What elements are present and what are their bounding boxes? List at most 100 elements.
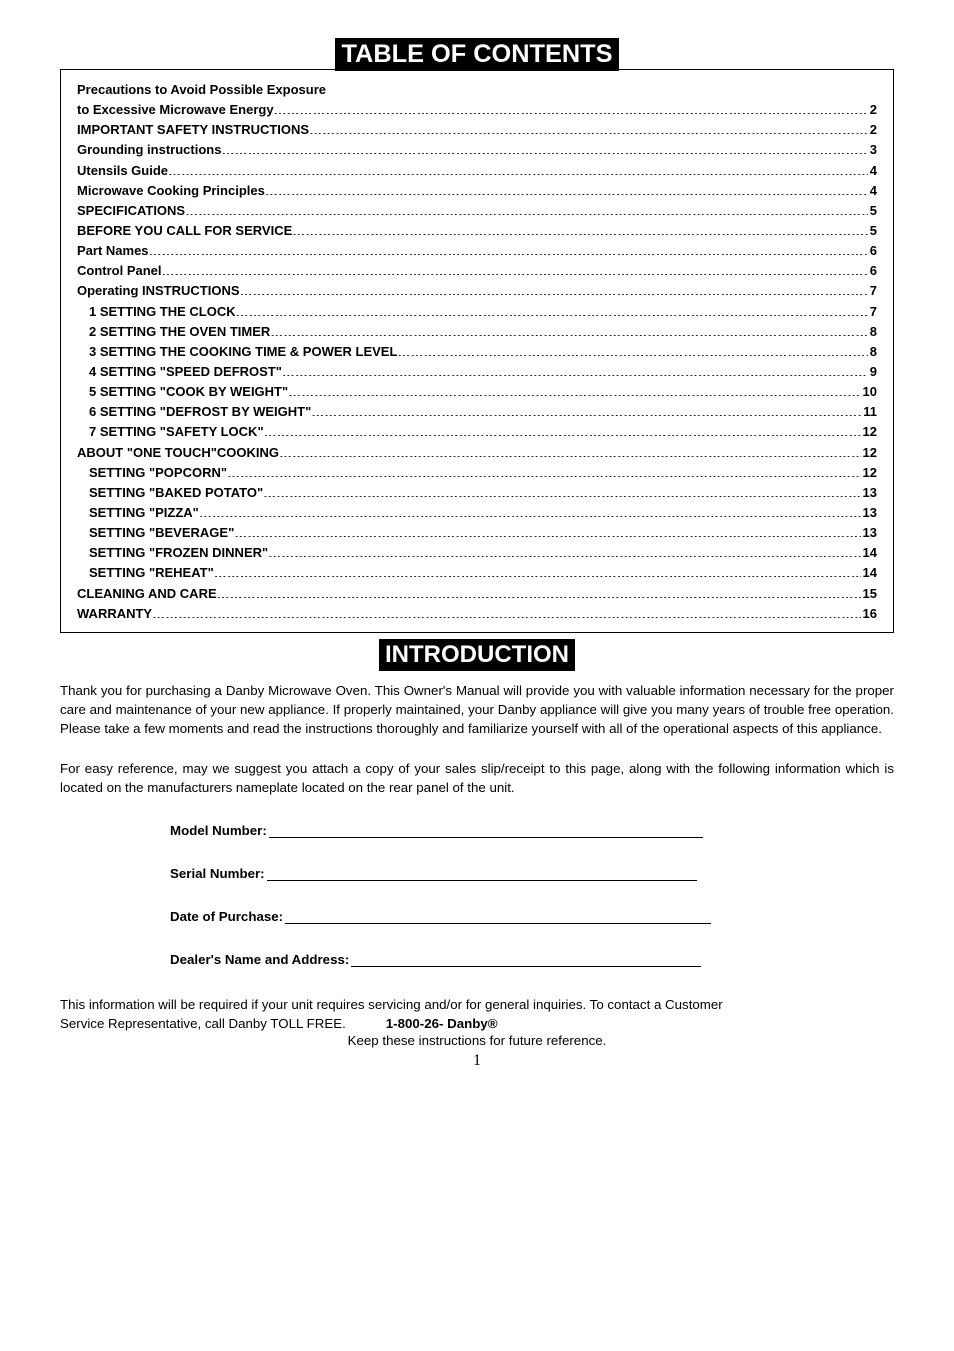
toc-entry-label: CLEANING AND CARE bbox=[77, 584, 217, 604]
toc-entry-page: 13 bbox=[861, 483, 877, 503]
paragraph-gap bbox=[60, 739, 894, 749]
toc-entry: 4 SETTING "SPEED DEFROST" 9 bbox=[77, 362, 877, 382]
toc-leader-dots bbox=[185, 202, 868, 215]
toc-leader-dots bbox=[274, 101, 868, 114]
toc-leader-dots bbox=[240, 282, 868, 295]
field-underline bbox=[269, 824, 703, 838]
toc-leader-dots bbox=[263, 484, 860, 497]
toc-entry-label: SETTING "PIZZA" bbox=[89, 503, 199, 523]
toc-entry: SETTING "PIZZA" 13 bbox=[77, 503, 877, 523]
field-label: Serial Number: bbox=[170, 866, 265, 881]
toc-leader-dots bbox=[217, 585, 861, 598]
toc-entry-page: 5 bbox=[868, 201, 877, 221]
toc-leader-dots bbox=[288, 383, 860, 396]
toc-entry-label: WARRANTY bbox=[77, 604, 152, 624]
toc-entry-page: 13 bbox=[861, 523, 877, 543]
field-underline bbox=[267, 867, 697, 881]
toll-free-number: 1-800-26- Danby® bbox=[386, 1016, 498, 1031]
toc-entry-label: SETTING "REHEAT" bbox=[89, 563, 214, 583]
toc-entry: SETTING "POPCORN" 12 bbox=[77, 463, 877, 483]
toc-entry-page: 5 bbox=[868, 221, 877, 241]
toc-entry: ABOUT "ONE TOUCH"COOKING 12 bbox=[77, 443, 877, 463]
toc-entry: WARRANTY16 bbox=[77, 604, 877, 624]
toc-entry-label: Operating INSTRUCTIONS bbox=[77, 281, 240, 301]
toc-entry-page: 3 bbox=[868, 140, 877, 160]
toc-entry-label: 6 SETTING "DEFROST BY WEIGHT" bbox=[89, 402, 311, 422]
toc-leader-dots bbox=[264, 423, 861, 436]
toc-entry: Utensils Guide 4 bbox=[77, 161, 877, 181]
closing-line-1: This information will be required if you… bbox=[60, 995, 894, 1016]
toc-entry-label: SETTING "POPCORN" bbox=[89, 463, 227, 483]
toc-entry: 5 SETTING "COOK BY WEIGHT" 10 bbox=[77, 382, 877, 402]
toc-leader-dots bbox=[234, 524, 860, 537]
toc-entry-label: 3 SETTING THE COOKING TIME & POWER LEVEL bbox=[89, 342, 397, 362]
toc-entry-page: 12 bbox=[861, 443, 877, 463]
field-row: Date of Purchase: bbox=[170, 909, 894, 924]
toc-entry: CLEANING AND CARE 15 bbox=[77, 584, 877, 604]
toc-leader-dots bbox=[152, 605, 860, 618]
toc-entry: SPECIFICATIONS 5 bbox=[77, 201, 877, 221]
toc-leader-dots bbox=[265, 182, 868, 195]
toc-entry-label: Control Panel bbox=[77, 261, 162, 281]
toc-entry-page: 12 bbox=[861, 422, 877, 442]
toc-entry-page: 12 bbox=[861, 463, 877, 483]
toc-entry-label: SETTING "BEVERAGE" bbox=[89, 523, 234, 543]
toc-entry-label: ABOUT "ONE TOUCH"COOKING bbox=[77, 443, 279, 463]
toc-entry: SETTING "BEVERAGE" 13 bbox=[77, 523, 877, 543]
toc-entry: 2 SETTING THE OVEN TIMER 8 bbox=[77, 322, 877, 342]
toc-entry: Operating INSTRUCTIONS 7 bbox=[77, 281, 877, 301]
closing-line-2: Service Representative, call Danby TOLL … bbox=[60, 1016, 894, 1031]
toc-leader-dots bbox=[279, 444, 860, 457]
toc-leader-dots bbox=[270, 323, 867, 336]
toc-entry: SETTING "BAKED POTATO" 13 bbox=[77, 483, 877, 503]
toc-entry-label: 7 SETTING "SAFETY LOCK" bbox=[89, 422, 264, 442]
toc-entry-page: 14 bbox=[861, 543, 877, 563]
toc-entry: SETTING "REHEAT" 14 bbox=[77, 563, 877, 583]
toc-leader-dots bbox=[214, 564, 861, 577]
toc-entry-label: SETTING "FROZEN DINNER" bbox=[89, 543, 268, 563]
fields-block: Model Number: Serial Number: Date of Purc… bbox=[170, 823, 894, 967]
toc-entry: BEFORE YOU CALL FOR SERVICE5 bbox=[77, 221, 877, 241]
toc-banner: TABLE OF CONTENTS bbox=[335, 38, 618, 71]
toc-box: Precautions to Avoid Possible Exposureto… bbox=[60, 69, 894, 633]
toc-entry: 7 SETTING "SAFETY LOCK" 12 bbox=[77, 422, 877, 442]
toc-entry-page: 4 bbox=[868, 161, 877, 181]
field-row: Dealer's Name and Address: bbox=[170, 952, 894, 967]
toc-entry: 3 SETTING THE COOKING TIME & POWER LEVEL… bbox=[77, 342, 877, 362]
toc-entry: Microwave Cooking Principles 4 bbox=[77, 181, 877, 201]
field-row: Model Number: bbox=[170, 823, 894, 838]
toc-entry-page: 6 bbox=[868, 261, 877, 281]
field-label: Date of Purchase: bbox=[170, 909, 283, 924]
field-underline bbox=[285, 910, 711, 924]
toc-entry-page: 6 bbox=[868, 241, 877, 261]
toc-leader-dots bbox=[221, 141, 867, 154]
toc-entry: 6 SETTING "DEFROST BY WEIGHT"11 bbox=[77, 402, 877, 422]
toc-leader-dots bbox=[227, 464, 861, 477]
toc-entry-page: 4 bbox=[868, 181, 877, 201]
toc-entry: to Excessive Microwave Energy2 bbox=[77, 100, 877, 120]
intro-paragraph-1: Thank you for purchasing a Danby Microwa… bbox=[60, 681, 894, 739]
toc-entry-page: 10 bbox=[861, 382, 877, 402]
toc-entry-label: SETTING "BAKED POTATO" bbox=[89, 483, 263, 503]
toc-entry-page: 13 bbox=[861, 503, 877, 523]
toc-entry-label: SPECIFICATIONS bbox=[77, 201, 185, 221]
toc-entry: SETTING "FROZEN DINNER" 14 bbox=[77, 543, 877, 563]
intro-banner-row: INTRODUCTION bbox=[60, 639, 894, 671]
toc-entry-page: 2 bbox=[868, 120, 877, 140]
toc-entry-label: Grounding instructions bbox=[77, 140, 221, 160]
toc-leader-dots bbox=[199, 504, 861, 517]
toc-leader-dots bbox=[162, 262, 868, 275]
toc-entry: 1 SETTING THE CLOCK 7 bbox=[77, 302, 877, 322]
toc-entry-label: to Excessive Microwave Energy bbox=[77, 100, 274, 120]
page: TABLE OF CONTENTS Precautions to Avoid P… bbox=[0, 0, 954, 1100]
toc-entry: IMPORTANT SAFETY INSTRUCTIONS 2 bbox=[77, 120, 877, 140]
toc-leader-dots bbox=[292, 222, 868, 235]
toc-leader-dots bbox=[168, 162, 868, 175]
toc-entry-page: 7 bbox=[868, 281, 877, 301]
keep-instructions-line: Keep these instructions for future refer… bbox=[60, 1033, 894, 1048]
toc-entry-page: 14 bbox=[861, 563, 877, 583]
toc-entry: Precautions to Avoid Possible Exposure bbox=[77, 80, 877, 100]
field-label: Model Number: bbox=[170, 823, 267, 838]
toc-leader-dots bbox=[268, 544, 860, 557]
toc-entry-label: Precautions to Avoid Possible Exposure bbox=[77, 80, 326, 100]
